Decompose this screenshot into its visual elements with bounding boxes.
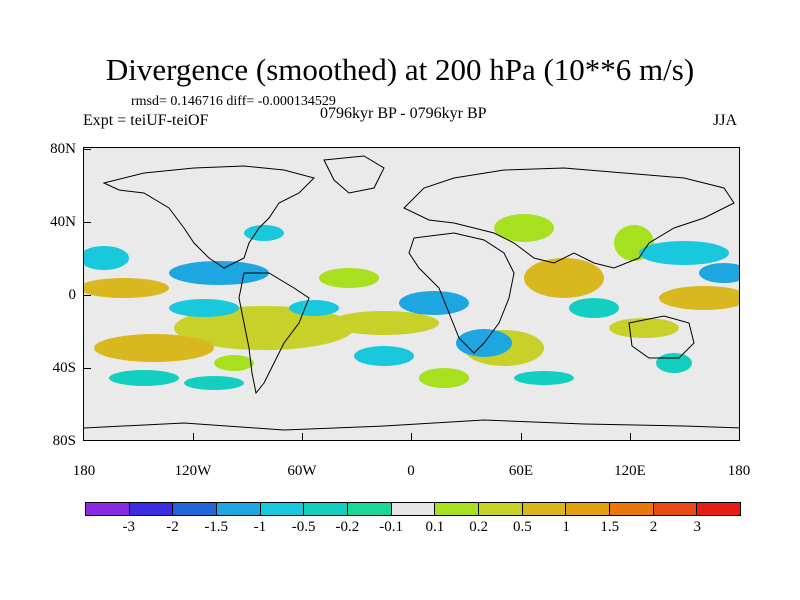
colorbar-label: -3 [122, 519, 135, 535]
contour-negative [169, 261, 269, 285]
lon-tick [193, 433, 194, 441]
colorbar-label: 0.2 [469, 519, 488, 535]
lat-tick [83, 222, 91, 223]
contour-negative [639, 241, 729, 265]
contour-positive [494, 214, 554, 242]
chart-title: Divergence (smoothed) at 200 hPa (10**6 … [105, 52, 695, 87]
colorbar-box [304, 503, 349, 515]
colorbar-box [217, 503, 261, 515]
colorbar-label: -1.5 [204, 519, 229, 535]
contour-positive [329, 311, 439, 335]
contour-positive [419, 368, 469, 388]
lat-label-0: 0 [68, 287, 77, 303]
contour-negative [656, 353, 692, 373]
period-label: 0796kyr BP - 0796kyr BP [320, 105, 487, 122]
colorbar [85, 502, 741, 516]
contour-negative [244, 225, 284, 241]
contour-negative [289, 300, 339, 316]
contour-positive [524, 258, 604, 298]
contour-positive [609, 318, 679, 338]
contour-negative [169, 299, 239, 317]
lon-tick [521, 433, 522, 441]
lat-tick [83, 149, 91, 150]
colorbar-box [653, 503, 698, 515]
colorbar-label: -1 [253, 519, 267, 535]
colorbar-box [348, 503, 392, 515]
lon-label-120e: 120E [614, 463, 646, 479]
lat-label-40s: 40S [52, 360, 76, 376]
lat-label-80s: 80S [52, 433, 76, 449]
colorbar-box [173, 503, 218, 515]
map-plot-area [83, 147, 740, 441]
colorbar-box [86, 503, 130, 515]
contour-negative [399, 291, 469, 315]
colorbar-label: -0.5 [291, 519, 316, 535]
contour-negative [699, 263, 739, 283]
lat-label-40n: 40N [50, 214, 76, 230]
lat-tick [83, 368, 91, 369]
colorbar-label: 0.1 [425, 519, 445, 535]
contour-negative [184, 376, 244, 390]
colorbar-label: -2 [166, 519, 179, 535]
contour-negative [569, 298, 619, 318]
colorbar-box [479, 503, 523, 515]
lon-label-60w: 60W [287, 463, 317, 479]
colorbar-box [391, 503, 436, 515]
colorbar-box [435, 503, 480, 515]
lon-label-180w: 180 [72, 463, 96, 479]
contour-positive [84, 278, 169, 298]
colorbar-label: -0.1 [379, 519, 403, 535]
colorbar-label: 3 [693, 519, 702, 535]
colorbar-box [260, 503, 305, 515]
colorbar-label: -0.2 [335, 519, 360, 535]
stats-label: rmsd= 0.146716 diff= -0.000134529 [131, 94, 336, 109]
lon-label-60e: 60E [508, 463, 534, 479]
lon-label-180e: 180 [727, 463, 751, 479]
contour-positive [174, 306, 354, 350]
experiment-label: Expt = teiUF-teiOF [83, 112, 209, 129]
lat-tick [83, 295, 91, 296]
contour-negative [354, 346, 414, 366]
lon-tick [411, 433, 412, 441]
colorbar-box [129, 503, 174, 515]
contour-positive [94, 334, 214, 362]
lon-tick [630, 433, 631, 441]
divergence-map [84, 155, 739, 431]
lat-label-80n: 80N [50, 141, 76, 157]
colorbar-box [522, 503, 567, 515]
contour-positive [319, 268, 379, 288]
contour-negative [514, 371, 574, 385]
colorbar-box [566, 503, 611, 515]
colorbar-label: 1.5 [600, 519, 620, 535]
colorbar-label: 1 [562, 519, 570, 535]
coastlines [84, 155, 739, 431]
colorbar-box [610, 503, 654, 515]
contour-negative [109, 370, 179, 386]
colorbar-box [697, 503, 741, 515]
colorbar-label: 0.5 [512, 519, 532, 535]
colorbar-label: 2 [649, 519, 658, 535]
contour-positive [214, 355, 254, 371]
contour-positive [659, 286, 739, 310]
contour-negative [84, 246, 129, 270]
season-label: JJA [713, 112, 738, 129]
lon-label-120w: 120W [174, 463, 212, 479]
contour-fills [84, 214, 739, 390]
lat-tick [83, 440, 91, 441]
lon-label-0: 0 [407, 463, 415, 479]
lon-tick [302, 433, 303, 441]
